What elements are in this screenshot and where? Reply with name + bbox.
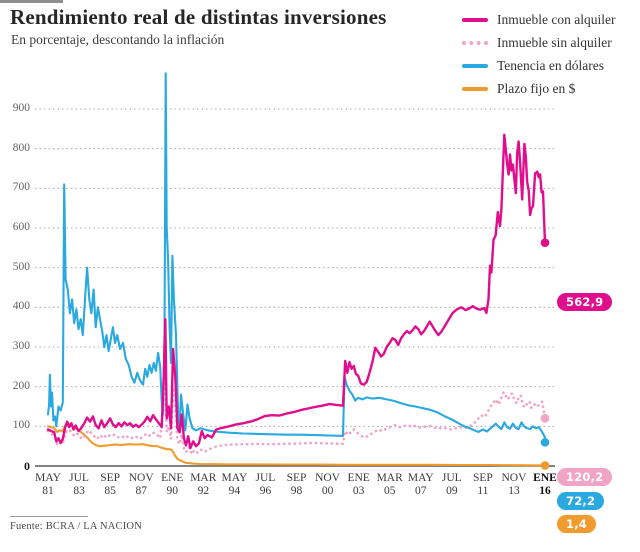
plot-svg: [35, 72, 555, 470]
source-rule: [10, 516, 88, 517]
y-axis-label: 600: [12, 221, 30, 233]
series-line-2: [46, 72, 547, 439]
x-axis-label: SEP 11: [472, 472, 493, 497]
x-axis-label: MAY 81: [35, 472, 61, 497]
end-dot-0: [540, 238, 550, 248]
end-dot-1: [540, 414, 550, 423]
x-axis-label: MAY 94: [221, 472, 248, 497]
y-axis-label: 0: [24, 459, 30, 473]
x-axis-label: ENE 16: [533, 472, 557, 497]
series-line-1: [46, 374, 547, 456]
x-axis-label: ENE 03: [347, 472, 370, 497]
x-axis-label: NOV 87: [128, 472, 154, 497]
y-axis-label: 100: [12, 419, 30, 432]
page-title: Rendimiento real de distintas inversione…: [10, 5, 387, 29]
series-line-3: [46, 422, 547, 467]
cyan-line-swatch-icon: [462, 63, 488, 68]
y-axis-label: 900: [12, 102, 30, 114]
corner-mark: [0, 0, 63, 3]
legend-label: Inmueble con alquiler: [497, 11, 616, 27]
value-badge-dolares: 72,2: [557, 492, 605, 511]
source-note: Fuente: BCRA / LA NACION: [10, 521, 142, 532]
legend: Inmueble con alquiler Inmueble sin alqui…: [462, 8, 634, 100]
y-axis-label: 400: [12, 300, 30, 313]
header: Rendimiento real de distintas inversione…: [10, 4, 460, 48]
value-badge-con-alquiler: 562,9: [557, 292, 613, 311]
legend-label: Plazo fijo en $: [497, 80, 576, 96]
end-dot-2: [540, 438, 550, 447]
legend-item-tenencia-dolares: Tenencia en dólares: [462, 54, 634, 77]
x-axis-label: SEP 85: [100, 472, 121, 497]
y-axis-label: 700: [12, 181, 30, 194]
line-chart: 0 100 200 300 400 500 600 700 800 900 MAY 81 JUL 83 S…: [0, 60, 640, 534]
x-axis-label: NOV 00: [315, 472, 341, 497]
legend-item-inmueble-sin-alquiler: Inmueble sin alquiler: [462, 31, 634, 54]
x-axis-label: MAY 07: [407, 472, 434, 497]
legend-item-inmueble-con-alquiler: Inmueble con alquiler: [462, 8, 634, 31]
y-axis-label: 800: [12, 141, 30, 154]
x-axis-label: NOV 13: [501, 472, 527, 497]
x-axis-label: SEP 98: [286, 472, 307, 497]
legend-label: Tenencia en dólares: [497, 57, 604, 73]
end-dot-3: [540, 461, 550, 470]
footer: Fuente: BCRA / LA NACION: [10, 516, 310, 532]
x-axis-label: JUL 96: [255, 472, 276, 497]
y-axis-label: 500: [12, 260, 30, 273]
legend-label: Inmueble sin alquiler: [497, 34, 612, 50]
page-subtitle: En porcentaje, descontando la inflación: [11, 32, 225, 47]
y-axis-label: 200: [12, 379, 30, 392]
x-axis-label: JUL 83: [69, 472, 89, 497]
y-axis-label: 300: [12, 340, 30, 352]
legend-item-plazo-fijo: Plazo fijo en $: [462, 77, 634, 100]
x-axis-label: MAR 05: [376, 472, 403, 497]
value-badge-plazo-fijo: 1,4: [557, 515, 596, 534]
series-line-0: [46, 133, 547, 450]
value-badge-sin-alquiler: 120,2: [557, 468, 613, 487]
magenta-line-swatch-icon: [462, 17, 488, 22]
x-axis-label: JUL 09: [441, 472, 462, 497]
x-axis-label: ENE 90: [161, 472, 184, 497]
orange-line-swatch-icon: [462, 86, 488, 91]
pink-dotted-line-swatch-icon: [462, 40, 488, 45]
x-axis-label: MAR 92: [190, 472, 217, 497]
